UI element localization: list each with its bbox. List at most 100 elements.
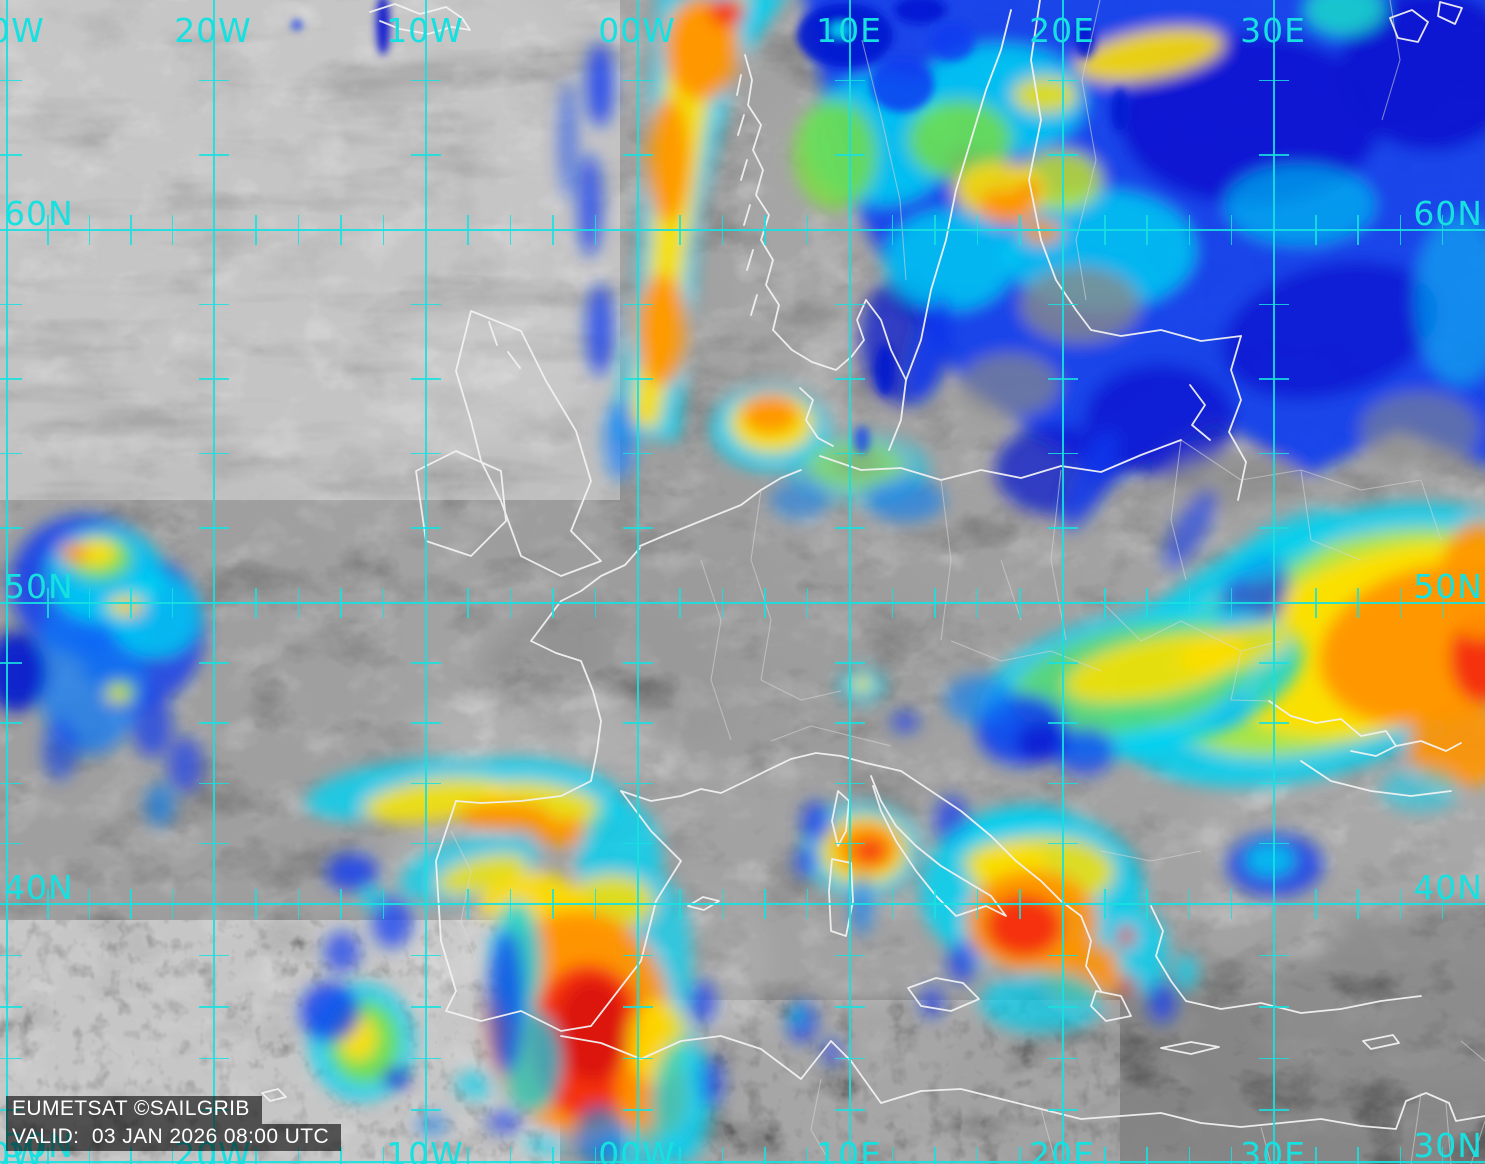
lat-label-left-50N: 50N xyxy=(4,567,74,606)
attribution-source: EUMETSAT ©SAILGRIB xyxy=(6,1096,262,1124)
grid-tick xyxy=(1048,1057,1078,1060)
parallel-line-50N xyxy=(0,602,1485,604)
grid-tick xyxy=(623,782,653,784)
grid-tick xyxy=(806,215,808,245)
grid-tick xyxy=(297,1147,300,1164)
grid-tick xyxy=(806,889,808,919)
grid-tick xyxy=(721,588,724,618)
grid-tick xyxy=(623,842,653,845)
grid-tick xyxy=(467,215,469,245)
parallel-line-40N xyxy=(0,903,1485,905)
grid-tick xyxy=(255,1147,257,1164)
grid-tick xyxy=(1259,527,1289,529)
grid-tick xyxy=(0,154,22,156)
grid-tick xyxy=(1399,1147,1401,1164)
grid-tick xyxy=(552,588,554,618)
grid-tick xyxy=(1357,1147,1359,1164)
meridian-line-10W xyxy=(425,0,427,1164)
lon-label-bottom-30E: 30E xyxy=(1240,1135,1306,1164)
grid-tick xyxy=(1048,782,1078,784)
grid-tick xyxy=(552,889,554,919)
grid-tick xyxy=(1019,1147,1021,1164)
grid-tick xyxy=(411,722,441,724)
grid-tick xyxy=(340,889,342,919)
grid-tick xyxy=(88,215,91,245)
grid-tick xyxy=(0,527,22,529)
grid-tick xyxy=(88,588,91,618)
grid-tick xyxy=(764,889,766,919)
meridian-line-30E xyxy=(1273,0,1275,1164)
grid-tick xyxy=(199,722,229,724)
grid-tick xyxy=(1104,889,1106,919)
grid-tick xyxy=(976,1147,979,1164)
grid-tick xyxy=(1188,1147,1190,1164)
grid-tick xyxy=(297,215,300,245)
grid-tick xyxy=(199,79,229,82)
grid-tick xyxy=(0,954,22,956)
grid-tick xyxy=(623,1109,653,1111)
grid-tick xyxy=(1441,1147,1444,1164)
grid-tick xyxy=(1230,215,1233,245)
grid-tick xyxy=(171,889,173,919)
grid-tick xyxy=(623,1057,653,1060)
grid-tick xyxy=(552,1147,554,1164)
grid-tick xyxy=(0,452,22,455)
grid-tick xyxy=(934,588,936,618)
grid-tick xyxy=(835,1006,865,1008)
grid-tick xyxy=(0,1057,22,1060)
grid-tick xyxy=(509,1147,512,1164)
grid-tick xyxy=(0,722,22,724)
grid-tick xyxy=(1230,889,1233,919)
grid-tick xyxy=(623,303,653,305)
grid-tick xyxy=(806,588,808,618)
grid-tick xyxy=(1019,588,1021,618)
grid-tick xyxy=(1259,722,1289,724)
grid-tick xyxy=(411,378,441,380)
grid-tick xyxy=(721,889,724,919)
grid-tick xyxy=(1315,588,1317,618)
grid-tick xyxy=(1048,79,1078,82)
grid-tick xyxy=(594,889,596,919)
grid-tick xyxy=(0,662,22,664)
lon-label-top-10E: 10E xyxy=(816,11,882,50)
grid-tick xyxy=(1048,842,1078,845)
grid-tick xyxy=(0,782,22,784)
grid-tick xyxy=(297,889,300,919)
grid-tick xyxy=(1315,1147,1317,1164)
grid-tick xyxy=(411,452,441,455)
grid-tick xyxy=(1259,452,1289,455)
grid-tick xyxy=(835,452,865,455)
grid-tick xyxy=(1146,889,1148,919)
grid-tick xyxy=(509,215,512,245)
grid-tick xyxy=(594,588,596,618)
grid-tick xyxy=(0,842,22,845)
grid-tick xyxy=(679,215,681,245)
grid-tick xyxy=(1399,889,1401,919)
grid-tick xyxy=(1104,215,1106,245)
grid-tick xyxy=(47,1147,49,1164)
grid-tick xyxy=(47,215,49,245)
grid-tick xyxy=(297,588,300,618)
grid-tick xyxy=(1048,303,1078,305)
lat-label-left-40N: 40N xyxy=(4,868,74,907)
meridian-line-20W xyxy=(213,0,215,1164)
parallel-line-30N xyxy=(0,1161,1485,1163)
meridian-line-10E xyxy=(849,0,851,1164)
grid-tick xyxy=(130,889,132,919)
grid-tick xyxy=(0,303,22,305)
grid-tick xyxy=(171,588,173,618)
grid-tick xyxy=(1259,1057,1289,1060)
grid-tick xyxy=(47,588,49,618)
grid-tick xyxy=(623,954,653,956)
grid-tick xyxy=(1019,215,1021,245)
grid-tick xyxy=(411,303,441,305)
grid-tick xyxy=(509,889,512,919)
grid-tick xyxy=(1357,889,1359,919)
grid-tick xyxy=(623,662,653,664)
grid-tick xyxy=(1230,1147,1233,1164)
attribution-valid-time: VALID: 03 JAN 2026 08:00 UTC xyxy=(6,1123,342,1152)
grid-tick xyxy=(835,79,865,82)
